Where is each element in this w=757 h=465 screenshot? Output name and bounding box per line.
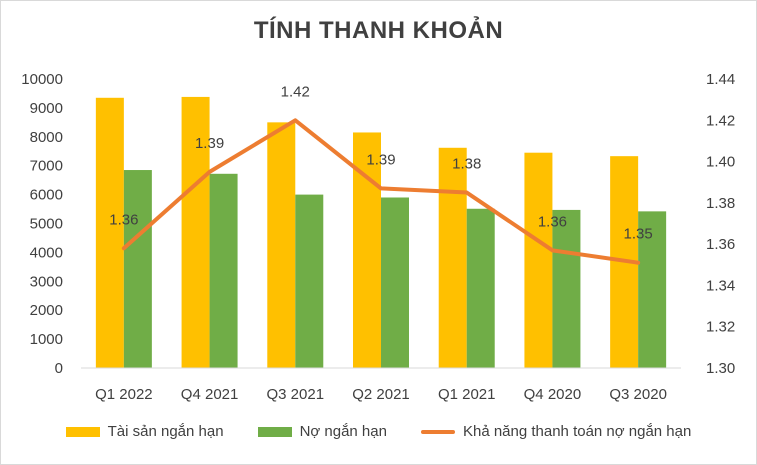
y-right-tick-label: 1.30 — [706, 360, 735, 377]
y-right-tick-label: 1.32 — [706, 319, 735, 336]
y-right-tick-label: 1.34 — [706, 277, 735, 294]
legend-item-current-ratio: Khả năng thanh toán nợ ngắn hạn — [420, 423, 692, 440]
bar-current-liabilities — [123, 170, 152, 368]
data-label-current-ratio: 1.39 — [366, 151, 395, 168]
y-left-tick-label: 5000 — [30, 216, 63, 233]
bar-current-liabilities — [552, 209, 581, 368]
y-left-tick-label: 8000 — [30, 129, 63, 146]
y-left-tick-label: 1000 — [30, 331, 63, 348]
data-label-current-ratio: 1.42 — [281, 83, 310, 100]
legend-swatch-current-ratio — [420, 429, 455, 434]
y-left-tick-label: 3000 — [30, 273, 63, 290]
bar-current-assets — [524, 152, 553, 368]
x-tick-label: Q4 2021 — [181, 386, 239, 403]
legend-label-current-assets: Tài sản ngắn hạn — [107, 423, 224, 440]
legend-label-current-ratio: Khả năng thanh toán nợ ngắn hạn — [462, 423, 692, 440]
x-tick-label: Q3 2020 — [609, 386, 667, 403]
bar-current-assets — [95, 97, 124, 368]
x-tick-label: Q4 2020 — [524, 386, 582, 403]
y-left-tick-label: 0 — [55, 360, 63, 377]
data-label-current-ratio: 1.38 — [452, 156, 481, 173]
bar-current-liabilities — [295, 194, 324, 368]
legend-swatch-current-liabilities — [257, 426, 292, 437]
legend-label-current-liabilities: Nợ ngắn hạn — [299, 423, 387, 440]
legend-item-current-assets: Tài sản ngắn hạn — [65, 423, 224, 440]
data-label-current-ratio: 1.36 — [109, 211, 138, 228]
data-label-current-ratio: 1.35 — [624, 226, 653, 243]
bar-current-assets — [181, 96, 210, 368]
y-right-tick-label: 1.40 — [706, 154, 735, 171]
y-left-tick-label: 2000 — [30, 302, 63, 319]
chart-legend: Tài sản ngắn hạn Nợ ngắn hạn Khả năng th… — [1, 423, 756, 440]
y-left-tick-label: 6000 — [30, 187, 63, 204]
y-left-tick-label: 4000 — [30, 244, 63, 261]
bar-current-liabilities — [466, 208, 495, 368]
bar-current-assets — [267, 122, 296, 368]
y-left-tick-label: 10000 — [21, 71, 63, 88]
y-right-tick-label: 1.42 — [706, 112, 735, 129]
chart-title: TÍNH THANH KHOẢN — [253, 17, 504, 44]
y-right-tick-label: 1.38 — [706, 195, 735, 212]
legend-swatch-current-assets — [65, 426, 100, 437]
bar-current-liabilities — [638, 211, 667, 368]
x-tick-label: Q1 2022 — [95, 386, 153, 403]
y-right-tick-label: 1.44 — [706, 71, 735, 88]
y-left-tick-label: 7000 — [30, 158, 63, 175]
x-tick-label: Q1 2021 — [438, 386, 496, 403]
data-label-current-ratio: 1.36 — [538, 213, 567, 230]
x-tick-label: Q3 2021 — [267, 386, 325, 403]
y-right-tick-label: 1.36 — [706, 236, 735, 253]
bar-current-liabilities — [209, 173, 238, 368]
x-tick-label: Q2 2021 — [352, 386, 410, 403]
legend-item-current-liabilities: Nợ ngắn hạn — [257, 423, 387, 440]
bar-current-assets — [438, 147, 467, 368]
bar-current-liabilities — [381, 197, 409, 368]
data-label-current-ratio: 1.39 — [195, 135, 224, 152]
y-left-tick-label: 9000 — [30, 100, 63, 117]
